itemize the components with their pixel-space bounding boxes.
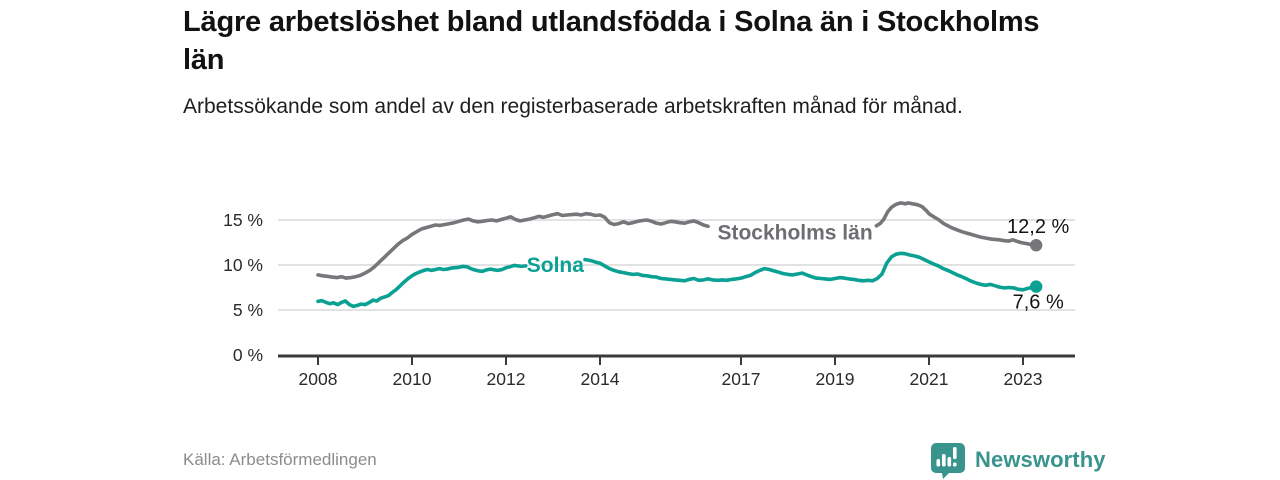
series-lines [316,201,1038,309]
bar-small [936,459,941,467]
x-axis-label: 2008 [299,369,338,389]
exclamation-dot [953,462,957,467]
page-subtitle: Arbetssökande som andel av den registerb… [183,95,963,118]
gridlines [278,219,1075,311]
y-axis-label: 5 % [233,300,263,320]
y-axis-label: 0 % [233,345,263,365]
x-axis-label: 2019 [816,369,855,389]
y-axis-labels: 0 % 5 % 10 % 15 % [223,210,263,365]
end-dot-solna [1029,280,1043,293]
end-value-label-stockholms-l-n: 12,2 % [1007,216,1069,238]
x-axis-label: 2012 [487,369,526,389]
bar-tall [942,454,946,467]
x-axis-label: 2023 [1004,369,1043,389]
x-axis-label: 2010 [393,369,432,389]
x-axis-label: 2021 [910,369,949,389]
end-value-label-solna: 7,6 % [1013,292,1064,314]
page-title: Lägre arbetslöshet bland utlandsfödda i … [183,6,1040,76]
newsworthy-logo-icon [931,443,965,479]
series-line-solna-seg1 [316,263,528,309]
series-label-stockholms-l-n: Stockholms län [717,222,872,245]
series-annotations: Stockholms län 12,2 % Solna 7,6 % [527,216,1070,313]
bar-medium [947,457,952,467]
series-label-solna: Solna [527,254,584,277]
series-line-stockholms-l-n-seg2 [874,201,1038,247]
y-axis-label: 10 % [223,255,263,275]
series-line-solna-seg2 [583,251,1038,292]
x-axis-tick-marks [317,357,1024,365]
x-axis-label: 2014 [581,369,620,389]
x-axis-label: 2017 [722,369,761,389]
brand-lockup: Newsworthy [928,441,1106,479]
end-dot-stockholms-l-n [1029,239,1043,252]
y-axis-label: 15 % [223,210,263,230]
series-line-stockholms-l-n-seg1 [316,211,710,280]
source-note: Källa: Arbetsförmedlingen [183,450,377,469]
x-axis-labels: 2008 2010 2012 2014 2017 2019 2021 2023 [299,369,1043,389]
brand-name: Newsworthy [975,447,1106,472]
exclamation-bar [953,447,957,459]
